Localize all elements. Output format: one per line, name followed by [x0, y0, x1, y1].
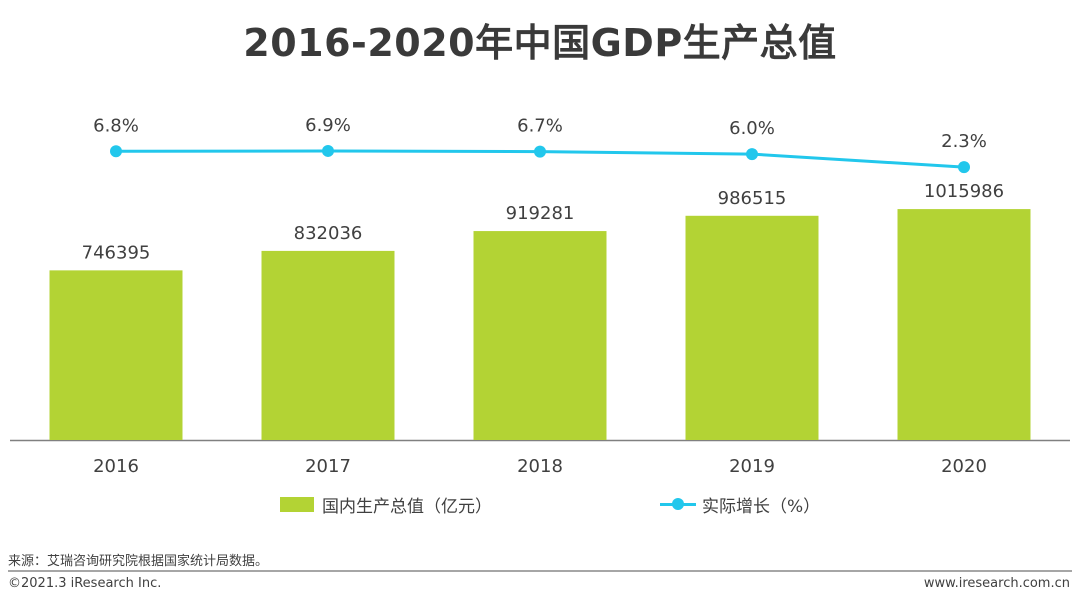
growth-label-2017: 6.9%: [305, 115, 351, 136]
x-tick-label-2020: 2020: [941, 456, 987, 477]
footer-divider: [8, 570, 1072, 572]
legend-item-growth: 实际增长（%）: [660, 492, 821, 517]
bar-2016: [49, 270, 183, 440]
growth-label-2016: 6.8%: [93, 115, 139, 136]
copyright: ©2021.3 iResearch Inc.: [8, 576, 162, 591]
bar-value-label-2019: 986515: [718, 188, 787, 209]
x-tick-label-2017: 2017: [305, 456, 351, 477]
source-note: 来源：艾瑞咨询研究院根据国家统计局数据。: [8, 554, 269, 569]
growth-point-2017: [322, 144, 334, 157]
bar-2018: [473, 231, 607, 440]
x-tick-label-2019: 2019: [729, 456, 775, 477]
growth-label-2018: 6.7%: [517, 116, 563, 137]
legend-label-gdp: 国内生产总值（亿元）: [322, 496, 492, 517]
growth-point-2016: [110, 145, 122, 158]
website-url: www.iresearch.com.cn: [923, 576, 1070, 591]
x-tick-label-2016: 2016: [93, 456, 139, 477]
gdp-chart: 746395 2016 832036 2017 919281 2018 986515 2019…: [10, 115, 1070, 477]
growth-point-2018: [534, 145, 546, 158]
bar-value-label-2017: 832036: [294, 223, 363, 244]
bar-2017: [261, 250, 395, 440]
bar-2019: [685, 215, 819, 440]
bar-value-label-2016: 746395: [82, 242, 151, 263]
legend-item-gdp: 国内生产总值（亿元）: [280, 492, 492, 517]
bar-value-label-2018: 919281: [506, 203, 575, 224]
legend-swatch-line: [660, 494, 696, 514]
bar-value-label-2020: 1015986: [924, 181, 1004, 202]
legend-label-growth: 实际增长（%）: [702, 496, 821, 517]
chart-title: 2016-2020年中国GDP生产总值: [243, 21, 837, 65]
legend-swatch-bar: [280, 496, 314, 512]
x-tick-label-2018: 2018: [517, 456, 563, 477]
growth-point-2020: [958, 161, 970, 174]
growth-label-2019: 6.0%: [729, 118, 775, 139]
growth-point-2019: [746, 148, 758, 161]
bar-2020: [897, 209, 1031, 440]
growth-label-2020: 2.3%: [941, 131, 987, 152]
